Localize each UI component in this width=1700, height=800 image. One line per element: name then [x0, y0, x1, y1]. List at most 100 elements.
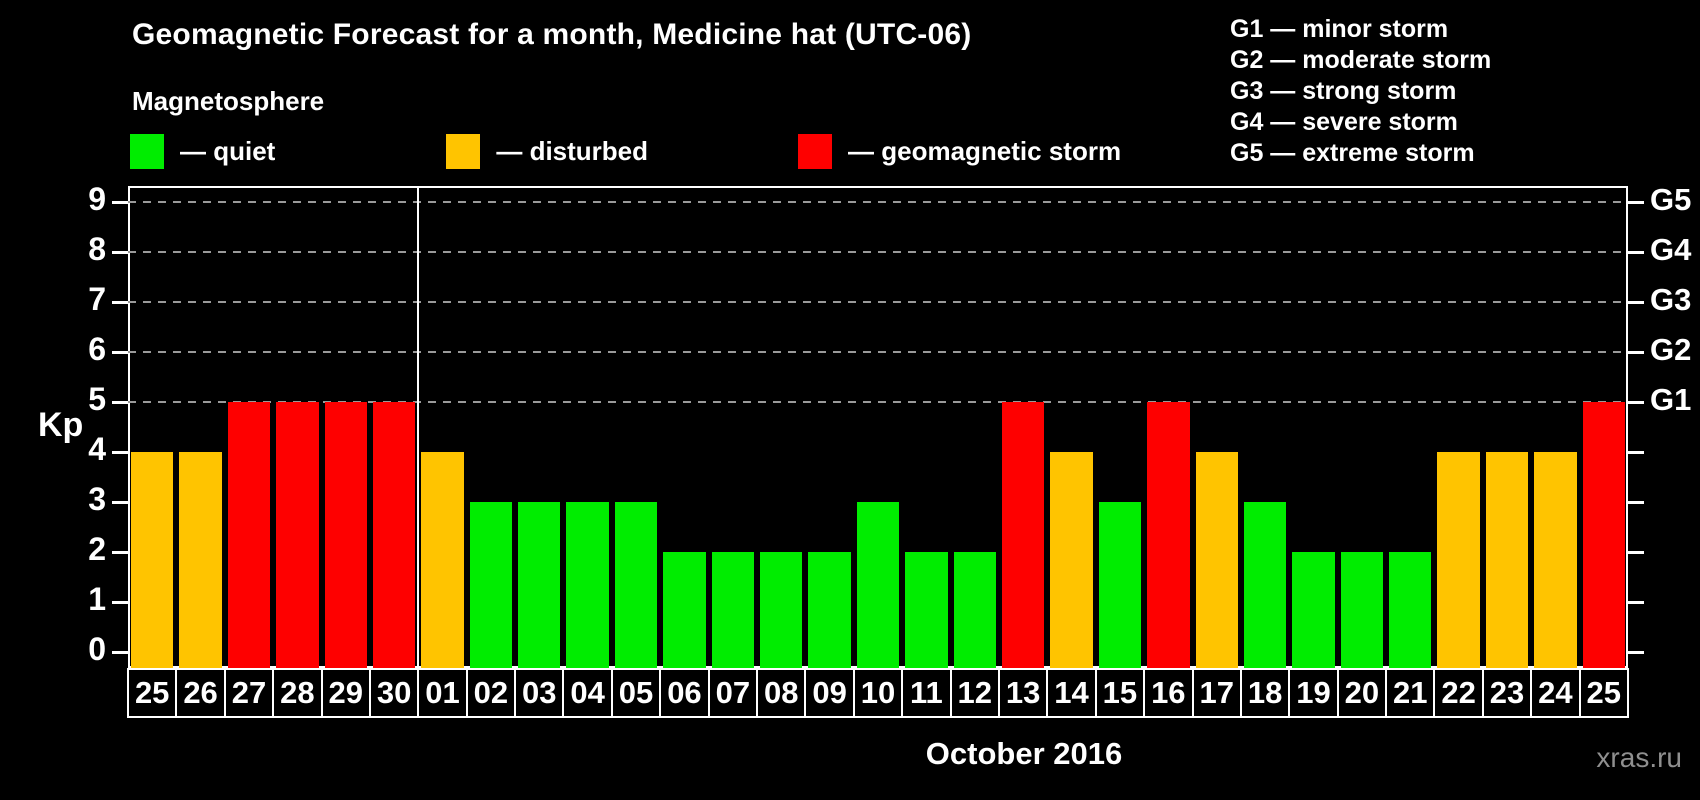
g-scale-label-g3: G3: [1650, 282, 1692, 317]
gridline-kp5: [128, 401, 1628, 403]
gridline-kp9: [128, 201, 1628, 203]
left-tick-9: [112, 201, 128, 204]
day-label-30: 24: [1530, 668, 1581, 718]
day-label-14: 08: [756, 668, 807, 718]
left-tick-4: [112, 451, 128, 454]
day-label-20: 14: [1046, 668, 1097, 718]
day-label-3: 27: [223, 668, 275, 718]
left-tick-6: [112, 351, 128, 354]
day-label-8: 02: [465, 668, 517, 718]
watermark: xras.ru: [1596, 742, 1682, 773]
day-label-12: 06: [659, 668, 710, 718]
day-label-4: 28: [272, 668, 323, 718]
left-tick-8: [112, 251, 128, 254]
kp-bar-day-25: [1582, 402, 1625, 668]
kp-tick-label-5: 5: [88, 381, 106, 417]
legend-label-quiet: — quiet: [180, 135, 276, 166]
storm-scale-g3: G3 — strong storm: [1230, 77, 1457, 105]
kp-bar-day-06: [663, 552, 706, 668]
day-label-31: 25: [1578, 668, 1629, 718]
storm-color-swatch: [798, 133, 833, 169]
kp-tick-label-1: 1: [88, 581, 106, 617]
status-legend: — quiet — disturbed — geomagnetic storm: [130, 132, 1179, 170]
day-label-13: 07: [707, 668, 759, 718]
legend-label-disturbed: — disturbed: [496, 135, 649, 166]
gridline-kp7: [128, 301, 1628, 303]
day-label-9: 03: [514, 668, 565, 718]
kp-tick-label-6: 6: [88, 331, 106, 367]
kp-bar-day-08: [760, 552, 803, 668]
magnetosphere-label: Magnetosphere: [132, 86, 325, 116]
day-label-22: 16: [1143, 668, 1194, 718]
storm-scale-g4: G4 — severe storm: [1230, 108, 1458, 136]
day-label-6: 30: [368, 668, 420, 718]
day-label-25: 19: [1288, 668, 1339, 718]
month-separator-line: [417, 186, 420, 668]
storm-scale-legend: G1 — minor storm G2 — moderate storm G3 …: [1230, 14, 1491, 169]
gridline-kp6: [128, 351, 1628, 353]
day-label-10: 04: [562, 668, 613, 718]
right-tick-4: [1628, 451, 1644, 454]
day-label-16: 10: [852, 668, 904, 718]
kp-tick-label-7: 7: [88, 281, 106, 317]
kp-bar-day-19: [1292, 552, 1335, 668]
chart-title: Geomagnetic Forecast for a month, Medici…: [132, 18, 972, 51]
kp-bar-day-21: [1389, 552, 1432, 668]
disturbed-color-swatch: [446, 133, 481, 169]
storm-scale-g5: G5 — extreme storm: [1230, 139, 1475, 167]
day-label-18: 12: [949, 668, 1000, 718]
right-tick-5: [1628, 401, 1644, 404]
kp-tick-label-0: 0: [88, 631, 106, 667]
day-label-28: 22: [1433, 668, 1484, 718]
g-scale-label-g4: G4: [1650, 232, 1692, 267]
kp-bar-day-30: [372, 402, 416, 668]
kp-bar-day-18: [1243, 502, 1287, 668]
right-tick-7: [1628, 301, 1644, 304]
left-tick-1: [112, 601, 128, 604]
left-tick-2: [112, 551, 128, 554]
kp-bar-day-10: [856, 502, 900, 668]
day-label-2: 26: [175, 668, 226, 718]
legend-label-storm: — geomagnetic storm: [848, 135, 1122, 166]
kp-bar-day-20: [1340, 552, 1384, 668]
right-tick-2: [1628, 551, 1644, 554]
right-tick-8: [1628, 251, 1644, 254]
kp-tick-label-9: 9: [88, 181, 106, 217]
day-label-23: 17: [1191, 668, 1242, 718]
kp-bar-day-02: [469, 502, 513, 668]
kp-bar-day-23: [1485, 452, 1529, 668]
storm-scale-g1: G1 — minor storm: [1230, 15, 1449, 43]
kp-bar-day-01: [421, 452, 464, 668]
day-label-5: 29: [320, 668, 371, 718]
right-tick-9: [1628, 201, 1644, 204]
kp-bar-day-14: [1050, 452, 1093, 668]
kp-axis-title: Kp: [38, 406, 84, 444]
kp-bar-day-15: [1098, 502, 1142, 668]
kp-bar-day-28: [276, 402, 319, 668]
g-scale-label-g5: G5: [1650, 182, 1692, 217]
day-label-17: 11: [901, 668, 952, 718]
kp-bar-day-26: [179, 452, 222, 668]
right-tick-0: [1628, 651, 1644, 654]
left-tick-0: [112, 651, 128, 654]
kp-bar-day-22: [1437, 452, 1480, 668]
day-label-21: 15: [1094, 668, 1146, 718]
day-label-15: 09: [804, 668, 855, 718]
kp-bar-day-17: [1195, 452, 1238, 668]
day-label-27: 21: [1385, 668, 1436, 718]
quiet-color-swatch: [130, 133, 164, 169]
right-tick-3: [1628, 501, 1644, 504]
g-scale-label-g1: G1: [1650, 382, 1692, 417]
storm-scale-g2: G2 — moderate storm: [1230, 46, 1492, 74]
day-label-7: 01: [417, 668, 468, 718]
kp-tick-label-2: 2: [88, 531, 106, 567]
kp-tick-label-8: 8: [88, 231, 106, 267]
kp-bar-day-13: [1001, 402, 1045, 668]
day-label-11: 05: [610, 668, 662, 718]
right-tick-1: [1628, 601, 1644, 604]
kp-tick-label-3: 3: [88, 481, 106, 517]
kp-bar-day-29: [324, 402, 367, 668]
legend-item-storm: — geomagnetic storm: [798, 133, 1122, 169]
kp-bar-day-24: [1534, 452, 1577, 668]
